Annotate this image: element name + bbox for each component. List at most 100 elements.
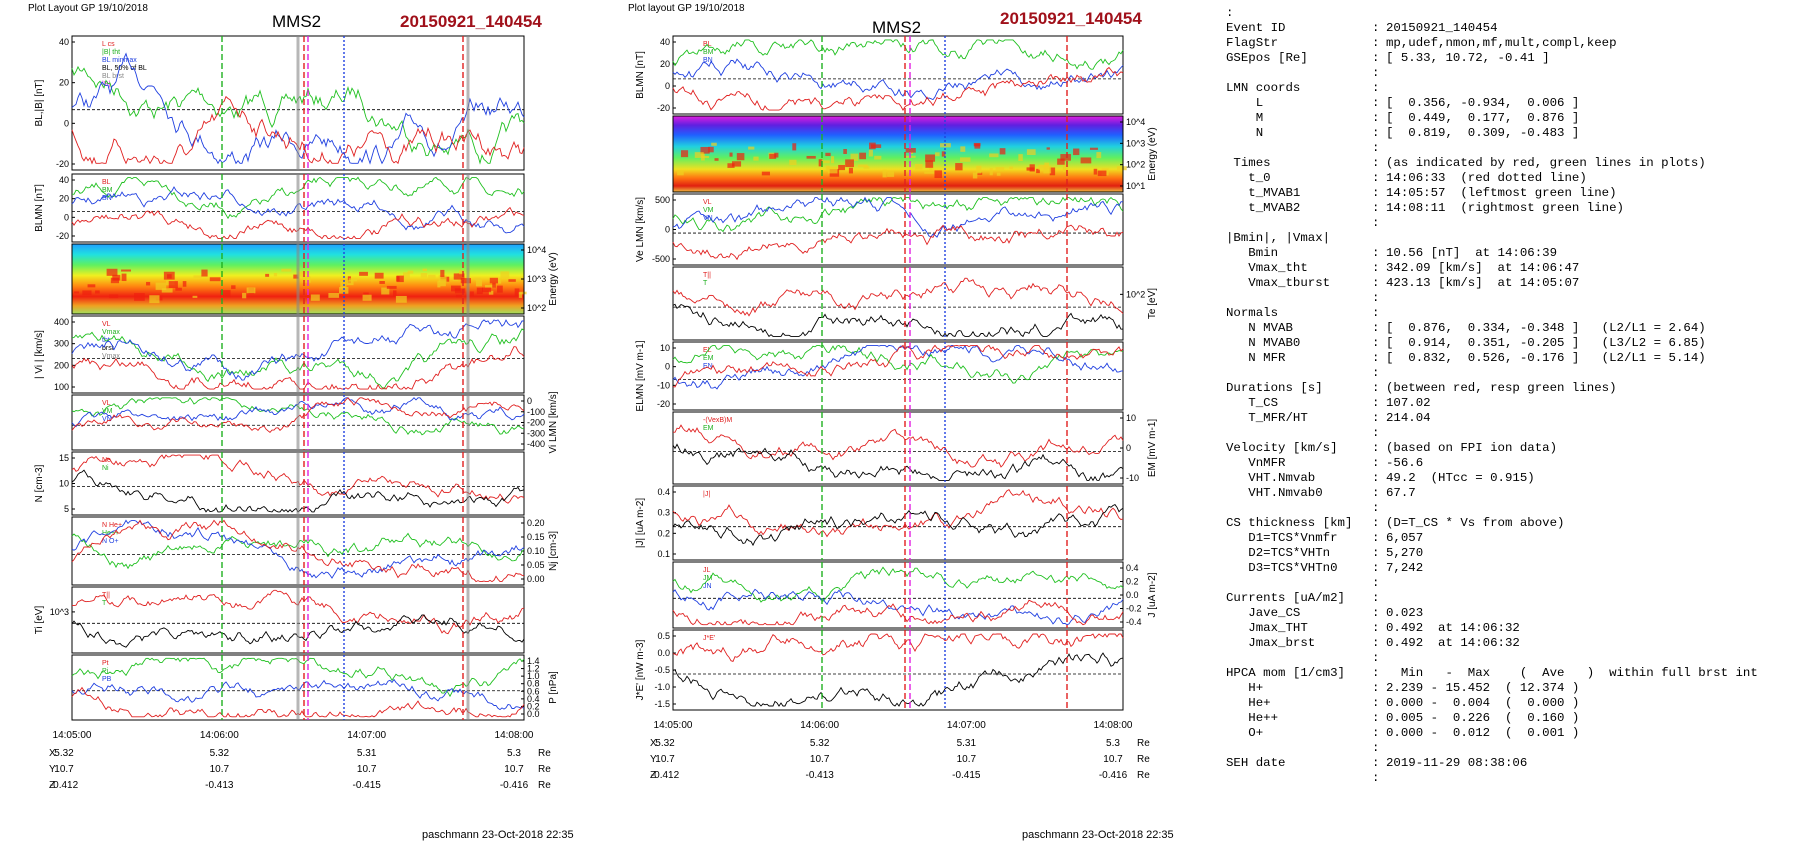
info-key: SEH date [1226, 756, 1286, 770]
info-key: FlagStr [1226, 36, 1279, 50]
info-key: CS thickness [km] [1226, 516, 1353, 530]
spectrogram-cell [818, 159, 823, 167]
info-value: 14:06:33 (red dotted line) [1386, 171, 1587, 185]
legend-entry: T|| [102, 592, 110, 599]
info-leading-colon: : [1226, 6, 1234, 20]
y-tick-label: 0.4 [1126, 563, 1139, 573]
info-colon: : [1372, 96, 1380, 110]
spectrogram-cell [500, 271, 510, 279]
series-line [672, 303, 1124, 338]
info-value: (based on FPI ion data) [1386, 441, 1558, 455]
spectrogram-cell [960, 146, 966, 152]
spectrogram-cell [1080, 157, 1092, 164]
position-value: -0.416 [500, 780, 529, 791]
info-value: 107.02 [1386, 396, 1431, 410]
info-colon: : [1372, 51, 1380, 65]
legend-entry: VM [102, 408, 113, 415]
info-line: : [1226, 141, 1758, 156]
series-line [672, 424, 1124, 468]
info-value: 0.005 - 0.226 ( 0.160 ) [1386, 711, 1580, 725]
spectrogram-cell [362, 294, 372, 301]
y-axis-label: BLMN [nT] [635, 51, 646, 99]
spectrogram-cell [677, 170, 684, 176]
info-colon: : [1372, 36, 1380, 50]
info-key: Normals [1226, 306, 1279, 320]
y-tick-label: -500 [652, 254, 670, 264]
spectrogram-cell [941, 151, 946, 157]
info-line: Bmin:10.56 [nT] at 14:06:39 [1226, 246, 1758, 261]
spectrogram-cell [858, 164, 868, 168]
position-value: 10.7 [54, 764, 74, 775]
y-tick-label: 10^2 [1126, 289, 1145, 299]
position-row-label: Z [650, 770, 656, 781]
y-axis-label: Vi LMN [km/s] [548, 391, 559, 453]
y-tick-label: 0.05 [527, 560, 545, 570]
spectrogram-cell [869, 142, 876, 150]
subplot-4: 10^2 Te [eV] T||T [672, 266, 1158, 341]
y-tick-label: 20 [660, 59, 670, 69]
y-axis-label: BL,|B| [nT] [34, 79, 45, 126]
spectrogram-cell [374, 272, 384, 279]
spectrogram-cell [175, 287, 182, 291]
right-footer: paschmann 23-Oct-2018 22:35 [1022, 829, 1174, 841]
y-axis-label: |J| [uA m-2] [635, 498, 646, 548]
spectrogram-cell [845, 159, 854, 168]
legend-entry: N He+ [102, 522, 122, 529]
info-line: Durations [s]: (between red, resp green l… [1226, 381, 1758, 396]
info-colon: : [1372, 276, 1380, 290]
spectrogram-cell [714, 158, 719, 161]
y-tick-label: 10 [660, 343, 670, 353]
info-key: T_MFR/HT [1226, 411, 1308, 425]
info-value: 10.56 [nT] at 14:06:39 [1386, 246, 1558, 260]
y-tick-label: -1.5 [654, 699, 670, 709]
spectrogram-cell [134, 293, 145, 301]
position-value: 10.7 [210, 764, 230, 775]
spectrogram-cell [485, 284, 496, 288]
info-key: VHT.Nmvab [1226, 471, 1316, 485]
spectrogram-cell [460, 278, 471, 284]
spectrogram-cell [453, 273, 465, 280]
position-unit: Re [538, 780, 551, 791]
spectrogram-cell [106, 268, 118, 276]
legend-entry: -(VexB)M [703, 417, 732, 424]
spectrogram-cell [708, 146, 714, 153]
spectrogram-cell [348, 278, 358, 282]
spectrogram-cell [995, 167, 1005, 172]
y-axis-label: J*E' [nW m-3] [635, 639, 646, 700]
y-axis-label: EM [mV m-1] [1147, 419, 1158, 478]
subplot-frame [672, 193, 1124, 266]
info-value: 2.239 - 15.452 ( 12.374 ) [1386, 681, 1580, 695]
info-line: Event ID:20150921_140454 [1226, 21, 1758, 36]
y-axis-label: Te [eV] [1147, 288, 1158, 319]
spectrogram-cell [518, 292, 523, 298]
info-value: 5,270 [1386, 546, 1424, 560]
right-spacecraft: MMS2 [872, 18, 921, 37]
info-value: [ 0.449, 0.177, 0.876 ] [1386, 111, 1580, 125]
info-key: t_MVAB2 [1226, 201, 1301, 215]
series-line [672, 633, 1124, 662]
info-line: CS thickness [km]: (D=T_CS * Vs from abov… [1226, 516, 1758, 531]
info-value: 0.492 at 14:06:32 [1386, 636, 1520, 650]
spectrogram-cell [1043, 165, 1052, 174]
info-key: Jmax_THT [1226, 621, 1308, 635]
info-line: : [1226, 216, 1758, 231]
position-value: 5.31 [957, 738, 977, 749]
info-value: 2019-11-29 08:38:06 [1386, 756, 1528, 770]
spectrogram-cell [231, 285, 236, 289]
y-tick-label: 0.0 [1126, 590, 1139, 600]
position-value: 5.32 [54, 748, 74, 759]
subplot-6: 10 0 -10 EM [mV m-1] -(VexB)MEM [672, 411, 1158, 485]
spectrogram-cell [1044, 162, 1050, 170]
info-colon: : [1372, 651, 1380, 665]
info-line: : [1226, 576, 1758, 591]
info-value: 0.023 [1386, 606, 1424, 620]
legend-entry: VL [102, 400, 111, 407]
info-value: (D=T_CS * Vs from above) [1386, 516, 1565, 530]
info-colon: : [1372, 111, 1380, 125]
position-unit: Re [1137, 738, 1150, 749]
